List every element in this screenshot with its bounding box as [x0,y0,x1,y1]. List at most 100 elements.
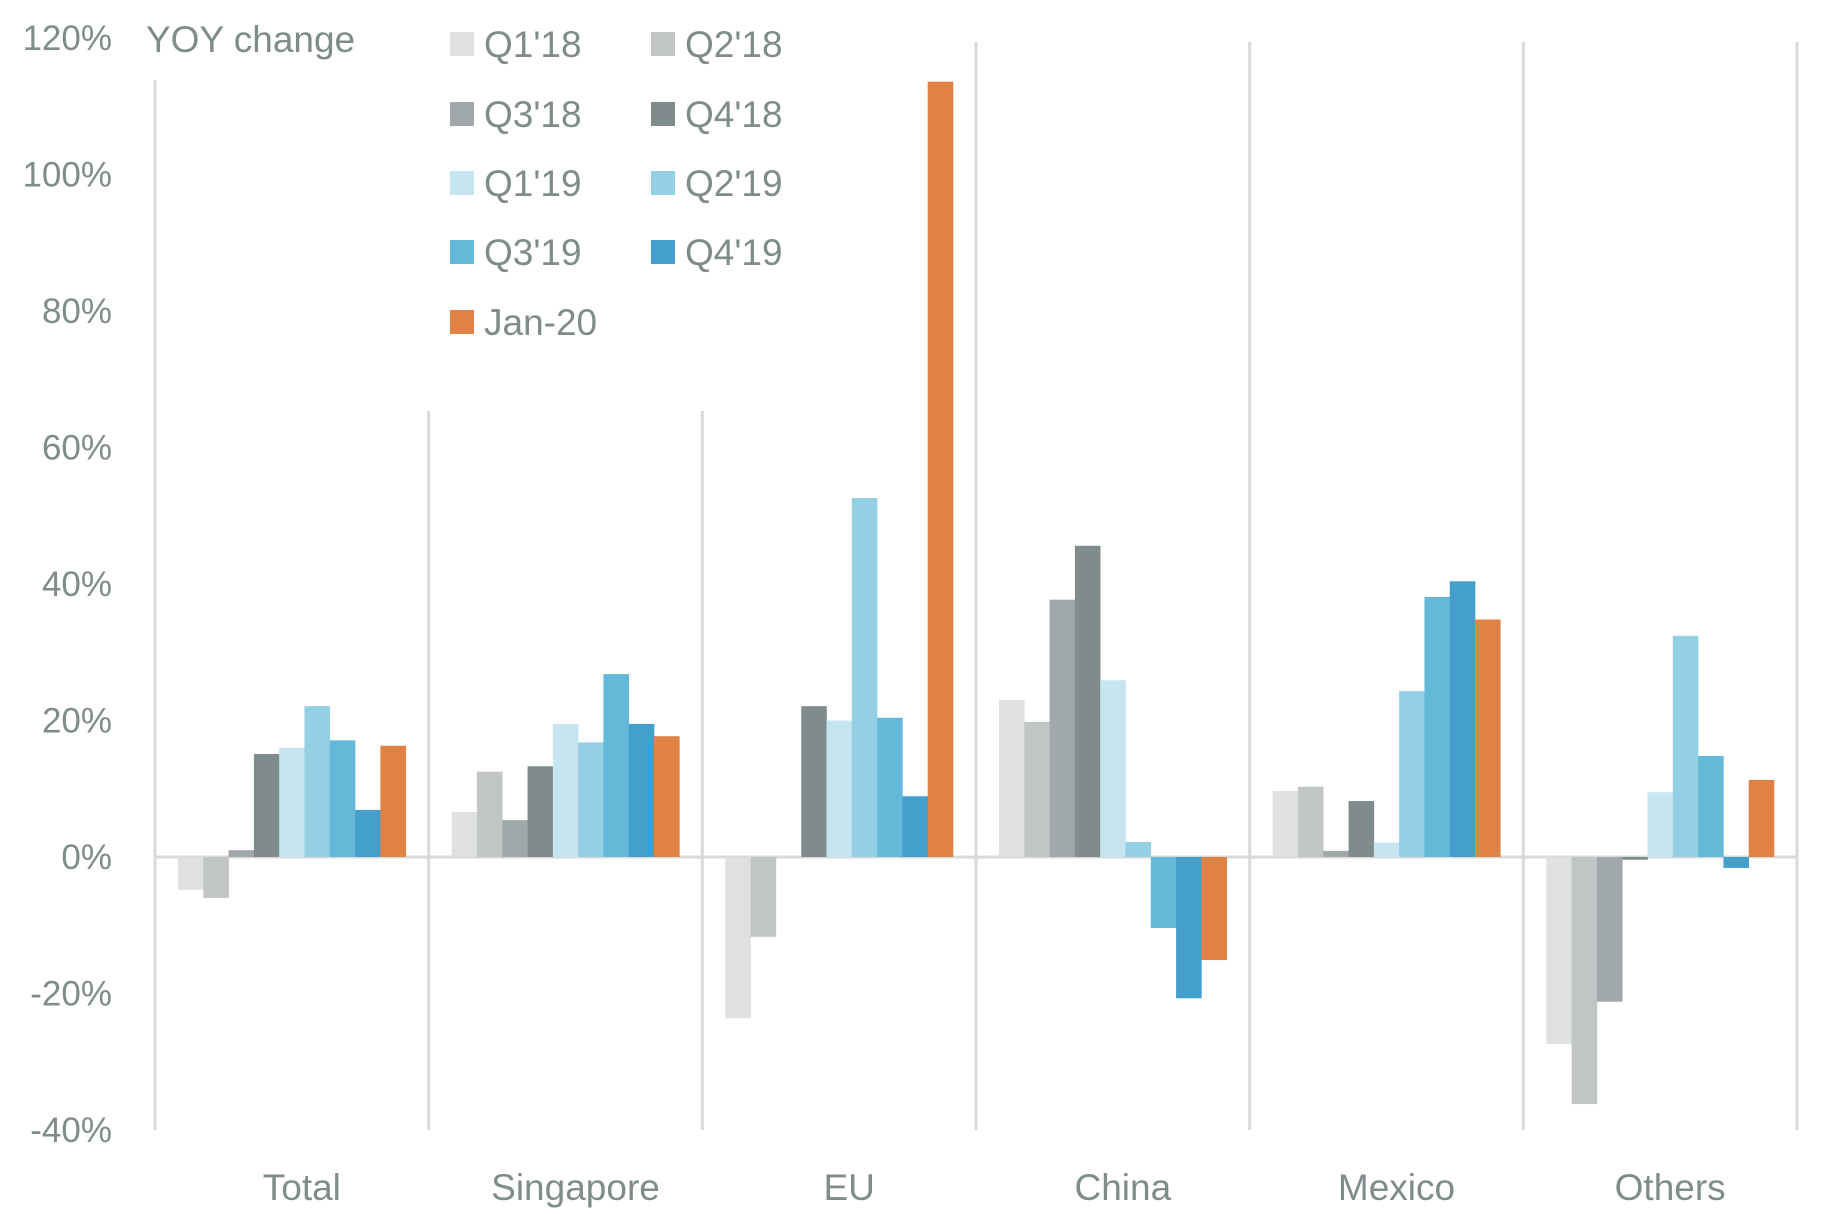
legend-swatch [651,32,675,56]
bars [178,81,1775,1105]
bar-others-q118 [1546,857,1572,1045]
bar-eu-q418 [801,706,827,857]
bar-total-q118 [178,857,204,890]
bar-china-q319 [1150,857,1177,928]
bar-others-q419 [1723,857,1750,868]
y-tick-label: 0% [61,838,112,877]
bar-mexico-q219 [1399,691,1425,857]
bar-singapore-q118 [451,811,478,857]
bar-mexico-q119 [1373,842,1400,857]
legend-swatch [450,171,474,195]
category-label: Others [1615,1167,1726,1208]
bar-china-q418 [1074,545,1101,857]
legend-label: Q2'18 [685,24,783,65]
bar-mexico-q319 [1424,596,1451,857]
bar-singapore-q119 [552,723,579,857]
bar-eu-q119 [826,720,853,857]
bar-china-q119 [1100,680,1126,857]
legend-label: Q1'19 [484,163,582,204]
category-label: EU [823,1167,874,1208]
legend-item: Q4'19 [651,232,783,273]
category-label: Mexico [1338,1167,1455,1208]
group-dividers [153,42,1799,1130]
bar-others-q119 [1647,792,1674,857]
bar-china-q419 [1176,857,1202,999]
bar-mexico-q218 [1297,786,1324,857]
bar-eu-q319 [877,717,903,857]
bar-eu-q219 [851,498,878,857]
chart-title: YOY change [146,19,355,60]
bar-singapore-q419 [628,723,655,857]
bar-singapore-q418 [527,766,554,857]
bar-mexico-jan-20 [1475,619,1501,857]
bar-total-q119 [279,747,305,857]
y-axis-ticks: -40% -20% 0% 20% 40% 60% 80% 100% 120% [22,19,112,1150]
legend-item: Q1'18 [450,24,582,65]
y-tick-label: 60% [42,429,112,468]
bar-others-q219 [1672,635,1699,857]
bar-eu-q218 [750,857,777,937]
y-tick-label: -40% [30,1111,112,1150]
y-tick-label: 80% [42,292,112,331]
bar-total-q219 [304,706,331,857]
legend-item: Jan-20 [450,302,597,343]
bar-eu-q419 [902,796,929,857]
bar-singapore-q319 [603,674,630,857]
category-label: Total [263,1167,341,1208]
y-tick-label: 20% [42,702,112,741]
bar-total-q418 [253,753,280,857]
y-tick-label: 100% [22,156,112,195]
bar-others-q218 [1571,857,1598,1105]
bar-mexico-q418 [1348,801,1375,857]
bar-singapore-jan-20 [654,736,680,857]
legend-item: Q2'18 [651,24,783,65]
bar-others-q319 [1698,755,1724,857]
bar-singapore-q218 [476,771,503,857]
category-label: Singapore [491,1167,660,1208]
bar-china-q318 [1049,599,1076,857]
y-tick-label: -20% [30,975,112,1014]
bar-total-q319 [329,740,356,857]
bar-others-q418 [1622,857,1648,860]
bar-eu-q118 [725,857,751,1019]
bar-total-q218 [203,857,229,898]
bar-mexico-q419 [1449,581,1476,857]
bar-china-q219 [1125,841,1152,857]
legend-item: Q4'18 [651,94,783,135]
legend-swatch [651,102,675,126]
legend-swatch [450,310,474,334]
legend-item: Q1'19 [450,163,582,204]
bar-total-jan-20 [380,745,406,857]
legend-item: Q3'19 [450,232,582,273]
bar-others-jan-20 [1748,779,1775,857]
legend: Q1'18 Q2'18 Q3'18 Q4'18 Q1'19 Q2'19 Q3'19 Q4'19… [450,24,783,343]
bar-singapore-q318 [502,820,528,857]
legend-swatch [450,102,474,126]
legend-swatch [651,240,675,264]
category-labels: Total Singapore EU China Mexico Others [263,1167,1726,1208]
legend-swatch [651,171,675,195]
legend-label: Q2'19 [685,163,783,204]
legend-label: Q4'18 [685,94,783,135]
legend-swatch [450,32,474,56]
bar-mexico-q318 [1323,850,1349,857]
bar-china-q218 [1024,721,1050,857]
bar-others-q318 [1596,857,1623,1002]
bar-eu-jan-20 [927,81,954,858]
category-label: China [1074,1167,1171,1208]
legend-label: Q3'19 [484,232,582,273]
bar-total-q419 [355,809,381,857]
legend-swatch [450,240,474,264]
bar-total-q318 [228,850,255,857]
legend-label: Q3'18 [484,94,582,135]
bar-china-jan-20 [1201,857,1227,961]
legend-item: Q2'19 [651,163,783,204]
y-tick-label: 40% [42,565,112,604]
legend-label: Q4'19 [685,232,783,273]
bar-singapore-q219 [578,742,604,857]
bar-mexico-q118 [1272,790,1299,857]
legend-label: Q1'18 [484,24,582,65]
legend-label: Jan-20 [484,302,597,343]
legend-item: Q3'18 [450,94,582,135]
